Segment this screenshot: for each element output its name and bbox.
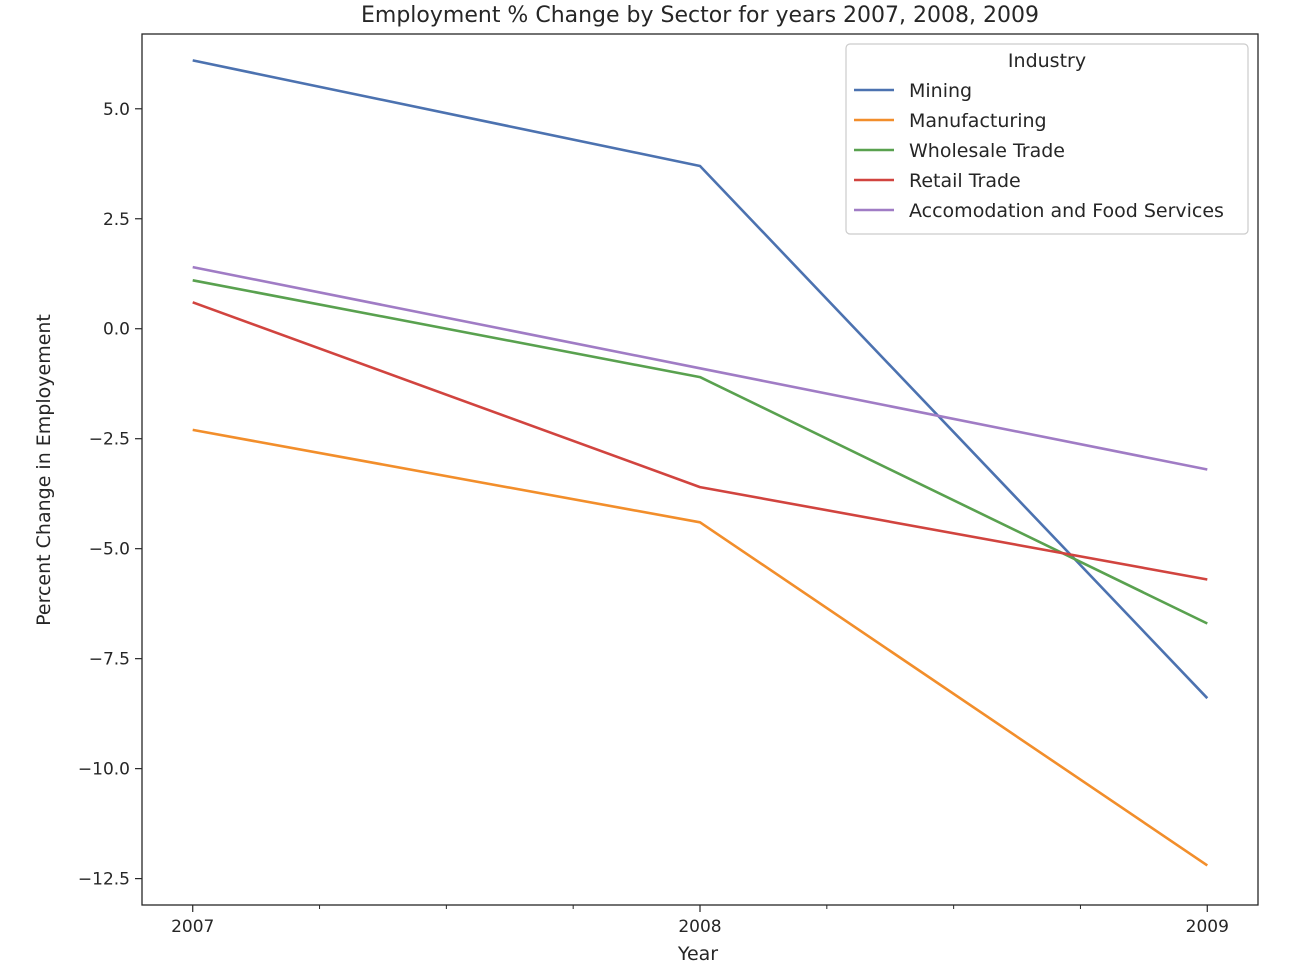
y-axis-label: Percent Change in Employement	[33, 314, 55, 626]
y-tick-label: −5.0	[89, 540, 130, 560]
plot-area: 5.0 2.5 0.0 −2.5 −5.0 −7.5 −10.0 −12.5 2007 2008 2…	[78, 33, 1259, 937]
y-tick-label: 0.0	[103, 320, 130, 340]
legend-item-label: Manufacturing	[909, 110, 1047, 132]
y-tick-label: −12.5	[78, 870, 130, 890]
y-tick-label: 2.5	[103, 210, 130, 230]
series-line-accomodation-and-food-services	[192, 265, 1208, 471]
x-axis-label: Year	[677, 943, 718, 964]
legend-title: Industry	[1008, 50, 1086, 72]
x-tick-label: 2008	[678, 917, 721, 937]
series-line-retail-trade	[192, 301, 1208, 581]
series-line-manufacturing	[192, 428, 1209, 867]
legend-item-label: Retail Trade	[909, 170, 1021, 192]
y-tick-label: 5.0	[103, 100, 130, 120]
legend-item-label: Mining	[909, 80, 972, 102]
chart-title: Employment % Change by Sector for years …	[361, 3, 1039, 28]
legend-item-label: Wholesale Trade	[909, 140, 1065, 162]
series-line-mining	[192, 59, 1209, 700]
x-tick-label: 2009	[1186, 917, 1229, 937]
y-tick-label: −2.5	[89, 430, 130, 450]
y-tick-label: −7.5	[89, 650, 130, 670]
x-tick-label: 2007	[171, 917, 214, 937]
legend-box	[845, 43, 1249, 235]
y-tick-label: −10.0	[78, 760, 130, 780]
legend: Industry Mining Manufacturing Wholesale Tra…	[845, 43, 1249, 235]
legend-item-label: Accomodation and Food Services	[909, 200, 1224, 222]
series-line-wholesale-trade	[192, 279, 1208, 625]
